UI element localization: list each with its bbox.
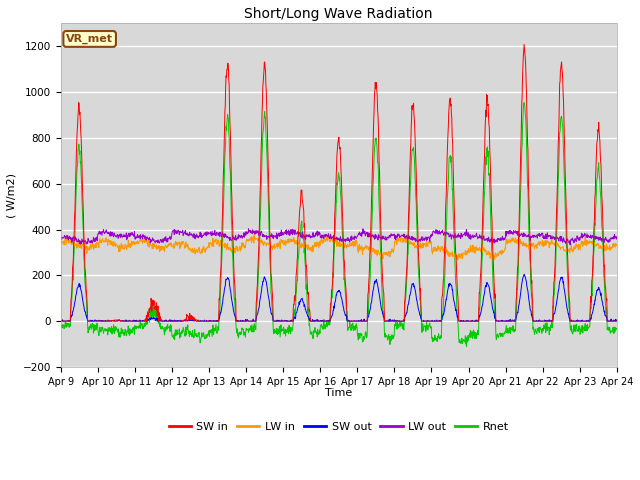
- LW out: [167, 236, 175, 242]
- LW out: [613, 234, 621, 240]
- Title: Short/Long Wave Radiation: Short/Long Wave Radiation: [244, 7, 433, 21]
- SW out: [498, 318, 506, 324]
- Line: SW out: SW out: [61, 275, 617, 321]
- Rnet: [57, 325, 65, 331]
- LW in: [454, 257, 462, 263]
- Rnet: [498, 330, 506, 336]
- SW out: [57, 318, 65, 324]
- LW in: [426, 238, 433, 243]
- Line: LW out: LW out: [61, 229, 617, 245]
- LW out: [180, 229, 188, 235]
- LW out: [498, 236, 506, 242]
- SW out: [243, 318, 250, 324]
- LW out: [547, 234, 555, 240]
- Y-axis label: ( W/m2): ( W/m2): [7, 173, 17, 218]
- Line: Rnet: Rnet: [61, 103, 617, 347]
- SW in: [180, 317, 188, 323]
- LW out: [426, 236, 433, 241]
- LW in: [499, 248, 506, 254]
- SW out: [520, 272, 528, 277]
- Rnet: [167, 324, 175, 330]
- SW in: [547, 318, 555, 324]
- Rnet: [243, 327, 250, 333]
- SW out: [613, 317, 621, 323]
- LW out: [57, 236, 65, 241]
- SW in: [425, 318, 433, 324]
- SW out: [167, 318, 175, 324]
- Text: VR_met: VR_met: [66, 34, 113, 44]
- SW out: [180, 317, 188, 323]
- LW out: [243, 229, 250, 235]
- Rnet: [425, 324, 433, 329]
- LW out: [566, 242, 574, 248]
- Rnet: [180, 330, 188, 336]
- Rnet: [613, 326, 621, 332]
- LW in: [180, 242, 188, 248]
- LW in: [250, 230, 258, 236]
- LW in: [243, 238, 250, 243]
- Line: LW in: LW in: [61, 233, 617, 260]
- LW in: [57, 243, 65, 249]
- SW in: [167, 318, 175, 324]
- Rnet: [463, 344, 470, 349]
- LW in: [548, 237, 556, 242]
- SW in: [57, 318, 65, 324]
- X-axis label: Time: Time: [325, 388, 353, 398]
- LW out: [244, 226, 252, 232]
- SW out: [547, 318, 555, 324]
- LW in: [167, 242, 175, 248]
- Legend: SW in, LW in, SW out, LW out, Rnet: SW in, LW in, SW out, LW out, Rnet: [164, 417, 513, 436]
- SW in: [243, 318, 250, 324]
- Rnet: [520, 100, 528, 106]
- SW in: [520, 41, 528, 47]
- SW in: [613, 318, 621, 324]
- Rnet: [548, 319, 556, 325]
- LW in: [613, 241, 621, 247]
- SW out: [425, 318, 433, 324]
- SW in: [498, 318, 506, 324]
- Line: SW in: SW in: [61, 44, 617, 321]
